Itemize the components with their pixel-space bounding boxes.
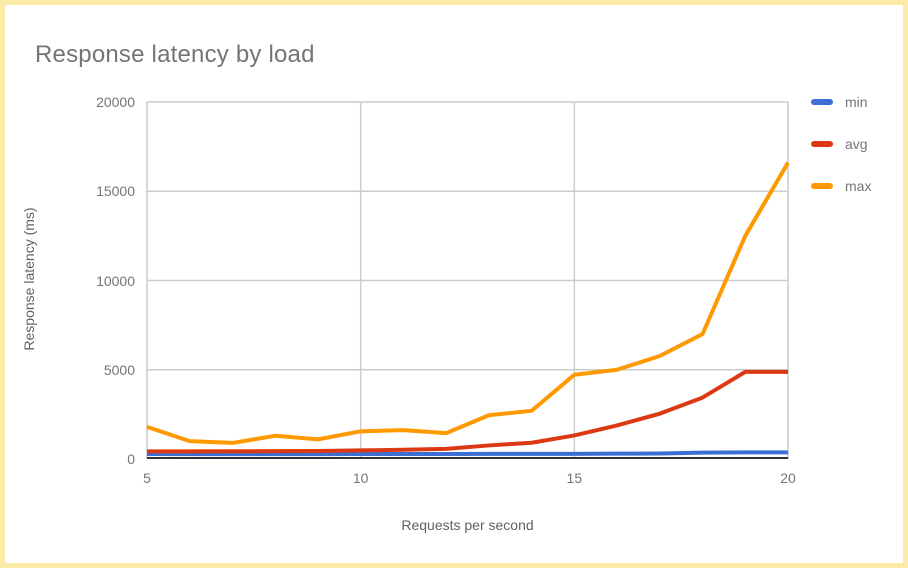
legend-swatch-min	[811, 99, 833, 105]
y-tick-label: 15000	[96, 183, 135, 200]
legend-label-max: max	[845, 178, 872, 194]
legend-item-avg: avg	[811, 135, 903, 153]
x-tick-label: 5	[143, 470, 151, 486]
legend-label-min: min	[845, 94, 868, 110]
x-axis-tick-labels: 5 10 15 20	[143, 469, 796, 489]
legend: min avg max	[811, 93, 903, 219]
series-line-min	[146, 450, 788, 457]
y-tick-label: 5000	[103, 361, 135, 378]
series-line-max	[146, 161, 790, 445]
legend-item-max: max	[811, 177, 903, 195]
y-tick-label: 10000	[96, 272, 135, 289]
legend-swatch-avg	[811, 141, 833, 147]
y-tick-label: 0	[127, 451, 135, 467]
x-tick-label: 20	[780, 470, 796, 486]
x-tick-label: 10	[352, 470, 369, 486]
chart-svg	[146, 101, 790, 459]
series-line-avg	[147, 369, 788, 454]
x-tick-label: 15	[566, 470, 583, 486]
legend-label-avg: avg	[845, 136, 868, 152]
x-axis-title: Requests per second	[401, 517, 534, 533]
plot-area	[146, 101, 790, 459]
legend-item-min: min	[811, 93, 903, 111]
chart-title: Response latency by load	[35, 41, 315, 68]
y-tick-label: 20000	[96, 94, 135, 110]
y-axis-tick-labels: 0 5000 10000 15000 20000	[5, 94, 135, 467]
legend-swatch-max	[811, 183, 833, 189]
